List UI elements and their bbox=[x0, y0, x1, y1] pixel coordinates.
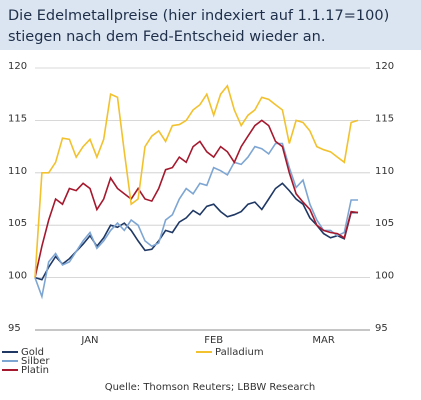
legend-label: Silber bbox=[21, 356, 50, 367]
y-tick-label: 95 bbox=[8, 323, 21, 334]
y2-tick-label: 100 bbox=[375, 271, 394, 282]
title-box bbox=[0, 0, 421, 50]
legend-label: Platin bbox=[21, 365, 49, 376]
y-tick-label: 115 bbox=[8, 113, 27, 124]
y-tick-label: 100 bbox=[8, 271, 27, 282]
x-tick-label: MAR bbox=[312, 335, 334, 346]
legend-label: Palladium bbox=[215, 347, 264, 358]
series-line bbox=[34, 142, 358, 300]
chart-title: Die Edelmetallpreise (hier indexiert auf… bbox=[8, 8, 389, 24]
y2-tick-label: 110 bbox=[375, 166, 394, 177]
x-tick-label: FEB bbox=[204, 335, 223, 346]
series-line bbox=[34, 84, 359, 278]
x-tick-label: JAN bbox=[80, 335, 98, 346]
chart-title: stiegen nach dem Fed-Entscheid wieder an… bbox=[8, 29, 325, 45]
y-tick-label: 105 bbox=[8, 218, 27, 229]
legend-label: Gold bbox=[21, 347, 44, 358]
y2-tick-label: 95 bbox=[375, 323, 388, 334]
y2-tick-label: 115 bbox=[375, 113, 394, 124]
y-tick-label: 110 bbox=[8, 166, 27, 177]
y2-tick-label: 105 bbox=[375, 218, 394, 229]
y-tick-label: 120 bbox=[8, 61, 27, 72]
source: Quelle: Thomson Reuters; LBBW Research bbox=[105, 382, 316, 393]
series-line bbox=[34, 182, 358, 281]
series-line bbox=[34, 119, 359, 278]
y2-tick-label: 120 bbox=[375, 61, 394, 72]
